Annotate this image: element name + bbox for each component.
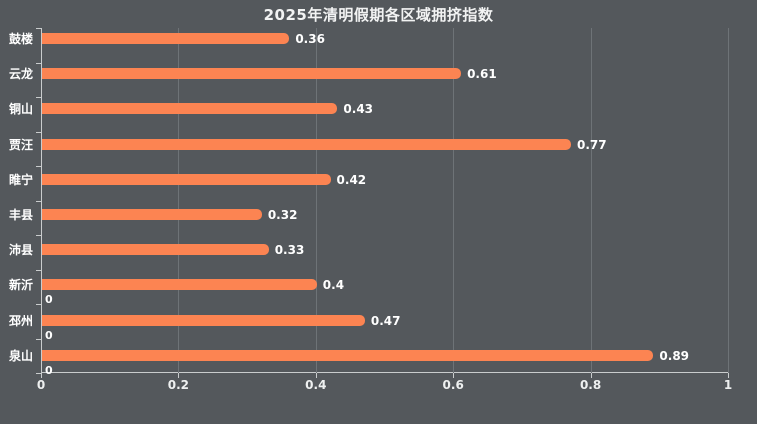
y-axis-tick [36,373,41,374]
bar-鼓楼 [42,33,290,44]
bar-value-label: 0.89 [659,348,690,363]
bar-丰县 [42,209,262,220]
y-axis-tick [36,304,41,305]
bar-铜山 [42,103,338,115]
gridline [178,28,180,373]
bar-value-label: 0.61 [467,67,497,82]
bar-云龙 [42,68,462,80]
bar-value-label: 0.4 [322,278,345,293]
gridline [728,28,729,373]
x-tick-label: 0 [36,378,46,392]
y-axis-tick [36,200,41,202]
y-axis-tick [36,269,41,271]
y-axis-tick [36,166,41,167]
category-label: 邳州 [8,313,33,328]
x-axis-tick [453,373,455,378]
bar-value-label: 0.36 [295,32,325,46]
bar-value-label: 0.32 [267,208,298,222]
bar-邳州 [42,314,365,326]
category-label: 睢宁 [8,172,33,187]
x-axis-tick [315,373,317,378]
bar-睢宁 [42,173,331,185]
x-axis-tick [41,373,42,378]
y-axis-tick [36,131,41,133]
bar-value-label: 0.33 [274,243,305,258]
bar-沛县 [42,244,269,256]
zero-series-label: 0 [45,328,53,342]
y-axis-tick [36,28,41,29]
category-label: 新沂 [8,278,33,293]
x-tick-label: 0.8 [579,378,602,392]
x-axis-tick [178,373,180,378]
bar-贾汪 [42,138,571,150]
gridline [453,28,455,373]
category-label: 泉山 [8,348,33,363]
x-tick-label: 0.4 [305,378,327,392]
y-axis-tick [36,62,41,64]
y-axis-tick [36,97,41,98]
category-label: 铜山 [8,102,33,117]
zero-series-label: 0 [45,293,53,307]
bar-value-label: 0.42 [336,172,367,187]
y-axis-line [41,28,42,373]
x-axis-tick [728,373,729,378]
plot-area: 0.36 0.61 0.43 0.77 0.42 0.32 0.33 0.4 0 0.47 0 0.8… [36,28,729,378]
category-axis: 鼓楼云龙铜山贾汪睢宁丰县沛县新沂邳州泉山 [0,28,37,373]
bar-泉山 [42,349,654,361]
x-tick-label: 0.2 [167,378,190,392]
x-axis-tick [590,373,592,378]
category-label: 贾汪 [8,137,33,152]
bar-value-label: 0.77 [576,137,607,152]
gridline [315,28,317,373]
y-axis-tick [36,235,41,236]
gridline [590,28,592,373]
zero-series-label: 0 [45,363,53,377]
bar-value-label: 0.43 [343,102,374,117]
chart-title: 2025年清明假期各区域拥挤指数 [263,6,494,24]
bar-新沂 [42,279,317,291]
bar-value-label: 0.47 [370,313,401,328]
category-label: 丰县 [8,208,33,222]
category-label: 沛县 [8,243,33,258]
x-axis-line [41,372,728,373]
x-tick-label: 1 [723,378,733,392]
x-tick-label: 0.6 [442,378,464,392]
category-label: 云龙 [8,67,33,82]
x-axis-labels: 0 0.2 0.4 0.6 0.8 1 [37,378,732,394]
category-label: 鼓楼 [8,32,33,46]
y-axis-tick [36,338,41,340]
